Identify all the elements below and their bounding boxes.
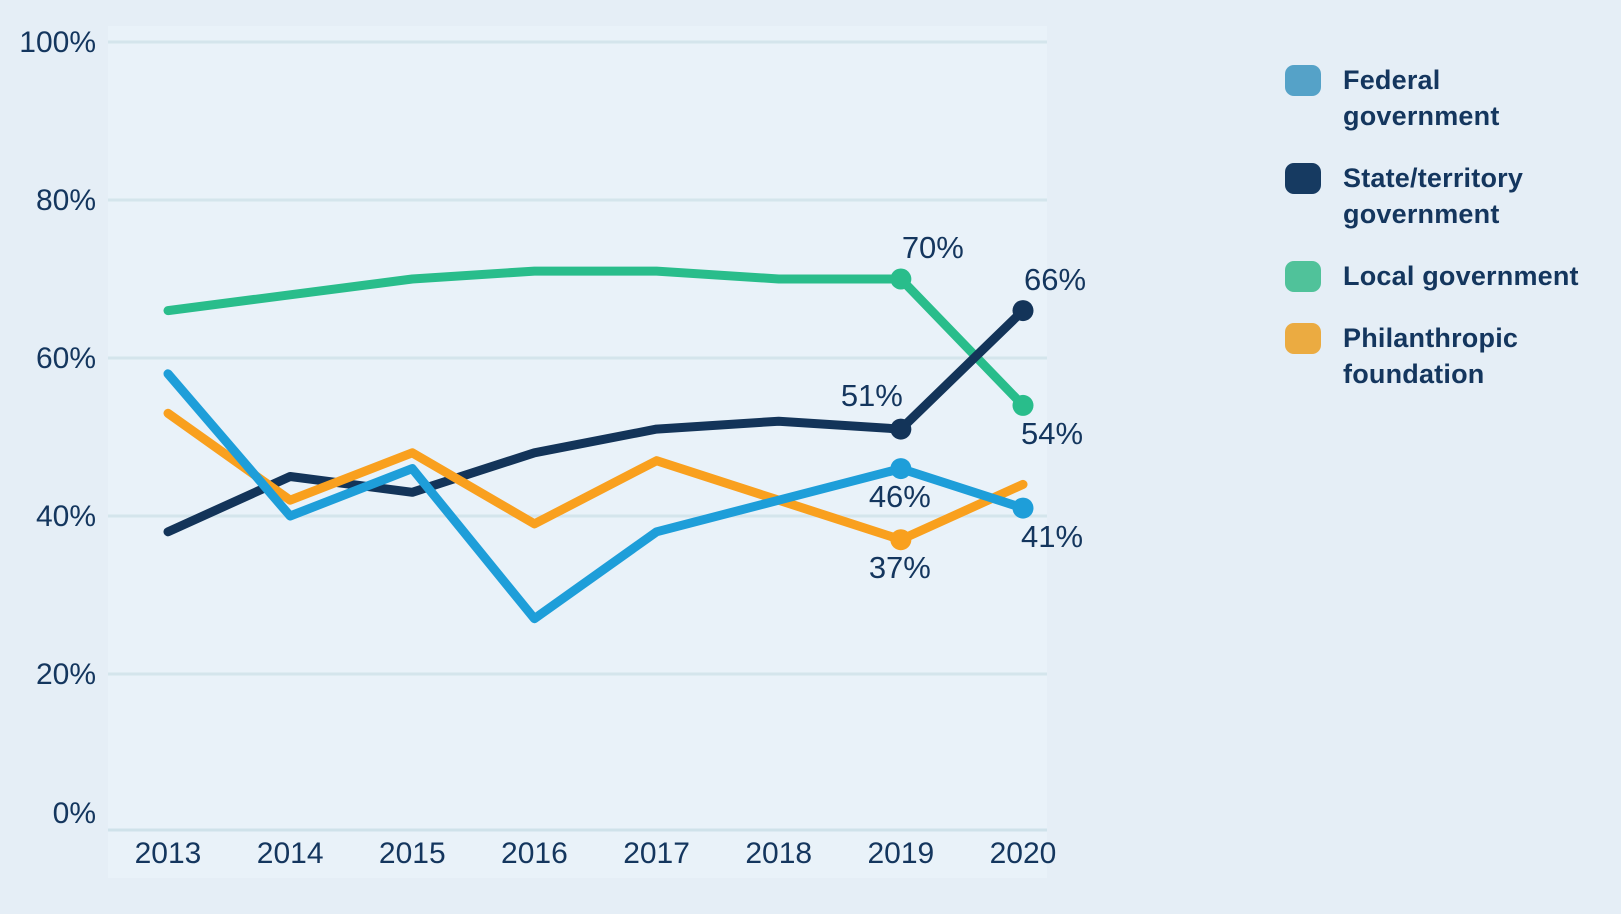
y-axis-tick-label: 20% xyxy=(35,658,96,691)
legend-item-philanthropic: Philanthropic foundation xyxy=(1285,320,1595,392)
data-point-dot-philanthropic-2019 xyxy=(890,529,912,551)
legend-swatch-philanthropic-icon xyxy=(1285,323,1321,354)
data-point-label-local-2020: 54% xyxy=(1020,416,1084,452)
legend-swatch-federal-icon xyxy=(1285,65,1321,96)
x-axis-tick-label: 2015 xyxy=(378,837,446,870)
data-point-label-federal-2019: 46% xyxy=(868,478,931,514)
plot-area-background xyxy=(108,26,1047,878)
data-point-dot-state-2020 xyxy=(1012,300,1034,322)
data-point-dot-local-2019 xyxy=(890,268,912,290)
y-axis-tick-label: 60% xyxy=(35,342,96,375)
x-axis-tick-label: 2014 xyxy=(256,837,324,870)
legend-label-federal: Federal government xyxy=(1343,65,1500,131)
x-axis-tick-label: 2017 xyxy=(623,837,690,870)
x-axis-tick-label: 2018 xyxy=(745,837,813,870)
y-axis-tick-label: 40% xyxy=(35,500,96,533)
series-line-philanthropic xyxy=(163,408,1028,545)
x-axis-tick-label: 2013 xyxy=(134,837,202,870)
series-line-federal xyxy=(163,369,1028,624)
y-axis-tick-label: 100% xyxy=(19,26,96,59)
legend: Federal government State/territory governme… xyxy=(1285,62,1595,418)
series-line-state xyxy=(163,306,1028,537)
data-point-label-state-2020: 66% xyxy=(1023,261,1087,297)
legend-item-local: Local government xyxy=(1285,258,1595,294)
y-axis-tick-label: 80% xyxy=(35,184,96,217)
x-axis-tick-label: 2019 xyxy=(867,837,935,870)
data-point-dot-federal-2019 xyxy=(890,458,912,480)
data-point-dot-local-2020 xyxy=(1012,394,1034,416)
x-axis-tick-label: 2020 xyxy=(989,837,1057,870)
data-point-label-local-2019: 70% xyxy=(901,230,964,265)
data-point-label-state-2019: 51% xyxy=(840,378,903,414)
legend-swatch-local-icon xyxy=(1285,261,1321,292)
data-point-label-federal-2020: 41% xyxy=(1020,519,1084,555)
legend-label-philanthropic: Philanthropic foundation xyxy=(1343,323,1519,389)
y-axis-tick-label: 0% xyxy=(52,797,96,830)
legend-item-federal: Federal government xyxy=(1285,62,1595,134)
series-line-local xyxy=(163,266,1028,410)
legend-label-local: Local government xyxy=(1343,261,1579,291)
legend-swatch-state-icon xyxy=(1285,163,1321,194)
legend-item-state: State/territory government xyxy=(1285,160,1595,232)
legend-label-state: State/territory government xyxy=(1343,163,1524,229)
data-point-dot-federal-2020 xyxy=(1012,497,1034,519)
x-axis-tick-label: 2016 xyxy=(501,837,568,870)
data-point-label-philanthropic-2019: 37% xyxy=(868,549,931,585)
data-point-dot-state-2019 xyxy=(890,418,912,440)
